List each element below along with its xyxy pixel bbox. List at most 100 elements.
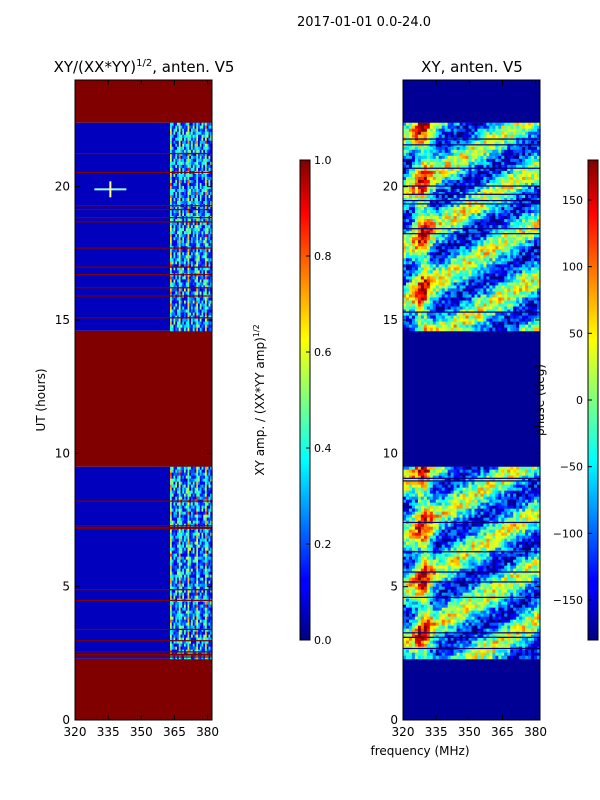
panel2-heatmap-cell	[501, 565, 505, 570]
panel1-heatmap-cell	[194, 255, 197, 259]
panel1-heatmap-cell	[201, 508, 204, 513]
panel1-heatmap-cell	[171, 622, 175, 627]
panel1-heatmap-cell	[203, 146, 206, 151]
panel2-heatmap-cell	[504, 526, 508, 531]
panel2-heatmap-cell	[528, 532, 532, 537]
panel1-heatmap-cell	[184, 562, 187, 567]
panel2-heatmap-cell	[525, 484, 529, 489]
panel2-heatmap-cell	[507, 541, 511, 546]
panel2-heatmap-cell	[471, 553, 476, 558]
panel1-heatmap-cell	[177, 643, 180, 648]
panel2-heatmap-cell	[453, 466, 458, 471]
panel1-heatmap-cell	[185, 478, 189, 483]
panel2-heatmap-cell	[411, 550, 416, 555]
panel2-heatmap-cell	[459, 490, 464, 495]
panel2-heatmap-cell	[477, 502, 482, 507]
panel2-heatmap-cell	[453, 499, 458, 504]
panel2-heatmap-cell	[403, 469, 407, 474]
panel2-heatmap-cell	[537, 511, 541, 516]
panel1-heatmap-cell	[198, 131, 201, 136]
panel1-heatmap-cell	[189, 484, 192, 489]
panel2-heatmap-cell	[537, 481, 541, 486]
panel1-heatmap-cell	[198, 562, 201, 567]
panel2-heatmap-cell	[408, 481, 413, 486]
panel1-heatmap-cell	[191, 565, 194, 570]
panel1-heatmap-cell	[192, 207, 196, 211]
panel2-heatmap-cell	[429, 472, 434, 477]
panel1-heatmap-cell	[177, 161, 180, 166]
panel1-heatmap-cell	[196, 128, 199, 133]
panel1-heatmap-cell	[180, 264, 183, 268]
panel1-heatmap-cell	[189, 625, 192, 630]
panel1-heatmap-cell	[184, 225, 187, 229]
panel1-heatmap-cell	[184, 179, 187, 184]
panel1-heatmap-cell	[173, 541, 176, 546]
panel1-heatmap-cell	[210, 538, 213, 543]
panel1-heatmap-cell	[189, 508, 192, 513]
panel1-heatmap-cell	[182, 309, 185, 314]
panel1-heatmap-cell	[182, 547, 185, 552]
panel1-heatmap-cell	[198, 502, 201, 507]
panel1-heatmap-cell	[187, 601, 190, 606]
panel1-heatmap-cell	[201, 577, 204, 582]
panel1-heatmap-cell	[178, 484, 182, 489]
panel1-heatmap-cell	[206, 297, 210, 302]
panel1-heatmap-cell	[205, 514, 208, 519]
panel1-heatmap-cell	[194, 496, 197, 501]
panel2-heatmap-cell	[438, 475, 443, 480]
panel2-heatmap-cell	[477, 517, 482, 522]
panel2-heatmap-cell	[474, 571, 479, 576]
panel2-heatmap-cell	[489, 523, 493, 528]
panel1-heatmap-cell	[201, 321, 204, 326]
panel1-heatmap-cell	[171, 601, 175, 606]
panel1-heatmap-cell	[173, 466, 176, 471]
panel2-heatmap-cell	[426, 493, 431, 498]
panel2-heatmap-cell	[492, 472, 496, 477]
panel1-heatmap-cell	[203, 228, 206, 232]
panel2-heatmap-cell	[414, 484, 419, 489]
panel1-heatmap-cell	[189, 179, 192, 184]
panel1-heatmap-cell	[199, 616, 203, 621]
panel1-heatmap-cell	[175, 496, 178, 501]
panel1-heatmap-cell	[208, 125, 211, 130]
panel2-heatmap-cell	[453, 565, 458, 570]
panel2-heatmap-cell	[462, 562, 467, 567]
panel2-heatmap-cell	[462, 532, 467, 537]
panel2-heatmap-cell	[534, 547, 538, 552]
panel1-heatmap-cell	[185, 167, 189, 172]
panel1-heatmap-cell	[203, 490, 206, 495]
panel1-heatmap-cell	[205, 562, 208, 567]
panel2-heatmap-cell	[426, 547, 431, 552]
panel2-heatmap-cell	[456, 544, 461, 549]
panel2-heatmap-cell	[462, 496, 467, 501]
panel1-heatmap-cell	[170, 240, 173, 244]
panel2-heatmap-cell	[525, 517, 529, 522]
panel2-heatmap-cell	[501, 514, 505, 519]
panel2-heatmap-cell	[459, 487, 464, 492]
panel2-heatmap-cell	[522, 571, 526, 576]
panel1-heatmap-cell	[206, 225, 210, 229]
panel2-heatmap-cell	[504, 565, 508, 570]
panel1-heatmap-cell	[196, 547, 199, 552]
panel1-heatmap-cell	[198, 634, 201, 639]
panel1-heatmap-cell	[192, 574, 196, 579]
panel1-heatmap-cell	[208, 152, 211, 157]
panel1-heatmap-cell	[194, 303, 197, 308]
panel2-heatmap-cell	[489, 529, 493, 534]
panel2-heatmap-cell	[426, 472, 431, 477]
panel1-heatmap-cell	[173, 318, 176, 323]
panel1-heatmap-cell	[199, 225, 203, 229]
panel1-heatmap-cell	[180, 255, 183, 259]
panel1-heatmap-cell	[203, 508, 206, 513]
panel2-heatmap-cell	[525, 472, 529, 477]
panel1-heatmap-cell	[178, 592, 182, 597]
panel1-heatmap-cell	[192, 616, 196, 621]
panel2-heatmap-cell	[537, 574, 541, 579]
panel2-heatmap-cell	[453, 481, 458, 486]
panel1-heatmap-cell	[198, 517, 201, 522]
panel2-heatmap-cell	[537, 529, 541, 534]
panel1-heatmap-cell	[206, 146, 210, 151]
panel2-heatmap-cell	[483, 535, 487, 540]
panel1-heatmap-cell	[177, 195, 180, 199]
panel1-heatmap-cell	[184, 152, 187, 157]
